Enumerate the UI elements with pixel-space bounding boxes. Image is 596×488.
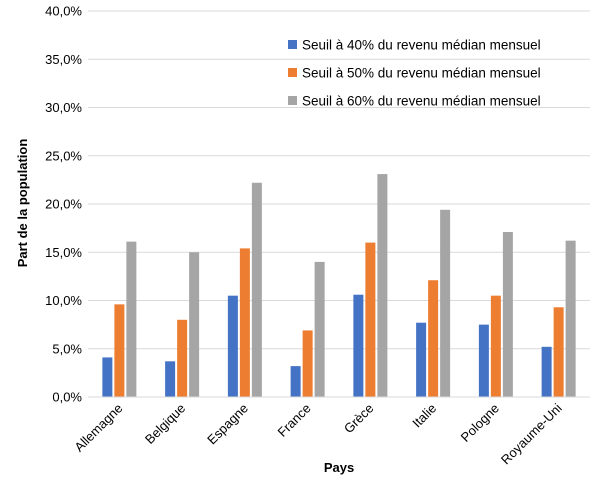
bar	[165, 361, 176, 397]
legend: Seuil à 40% du revenu médian mensuel Seui…	[288, 38, 541, 109]
bar	[478, 324, 489, 397]
legend-label: Seuil à 60% du revenu médian mensuel	[302, 94, 541, 109]
bar	[440, 209, 451, 397]
legend-swatch	[288, 96, 297, 105]
y-tick-label: 30,0%	[45, 100, 82, 115]
y-tick-label: 0,0%	[52, 390, 82, 405]
x-tick-label: Belgique	[142, 401, 188, 447]
y-axis-ticks: 0,0% 5,0% 10,0% 15,0% 20,0% 25,0% 30,0% 35,0% 40…	[45, 4, 82, 405]
x-tick-label: Royaume-Uni	[498, 400, 565, 467]
legend-label: Seuil à 50% du revenu médian mensuel	[302, 66, 541, 81]
bar	[314, 261, 325, 397]
bar	[365, 242, 376, 397]
bar	[302, 330, 313, 397]
y-tick-label: 5,0%	[52, 341, 82, 356]
bar	[227, 295, 238, 397]
bar	[177, 319, 188, 397]
bar	[416, 322, 427, 397]
y-tick-label: 25,0%	[45, 148, 82, 163]
bar	[428, 280, 439, 397]
bar	[126, 241, 137, 397]
bar	[353, 294, 364, 397]
bar	[377, 174, 388, 397]
x-axis-title: Pays	[324, 460, 354, 475]
bar	[553, 307, 564, 397]
bar	[502, 231, 513, 397]
bars	[102, 174, 576, 397]
x-tick-label: Allemagne	[71, 401, 125, 455]
x-tick-label: Italie	[409, 401, 439, 431]
x-tick-label: Espagne	[204, 401, 251, 448]
y-tick-label: 20,0%	[45, 197, 82, 212]
y-tick-label: 35,0%	[45, 52, 82, 67]
legend-swatch	[288, 40, 297, 49]
x-tick-label: Grèce	[341, 401, 377, 437]
y-axis-title: Part de la population	[15, 139, 30, 268]
bar	[189, 252, 200, 397]
x-tick-label: Pologne	[458, 401, 502, 445]
legend-label: Seuil à 40% du revenu médian mensuel	[302, 38, 541, 53]
x-axis-categories: Allemagne Belgique Espagne France Grèce Itali…	[71, 400, 564, 467]
y-tick-label: 10,0%	[45, 293, 82, 308]
bar	[290, 366, 301, 397]
bar	[490, 295, 501, 397]
bar	[239, 248, 250, 397]
gridlines	[88, 10, 590, 350]
y-tick-label: 15,0%	[45, 245, 82, 260]
bar	[541, 346, 552, 397]
y-tick-label: 40,0%	[45, 4, 82, 19]
bar	[565, 240, 576, 397]
bar	[102, 357, 113, 397]
legend-swatch	[288, 68, 297, 77]
bar	[251, 182, 262, 397]
bar	[114, 304, 125, 397]
x-tick-label: France	[275, 401, 314, 440]
